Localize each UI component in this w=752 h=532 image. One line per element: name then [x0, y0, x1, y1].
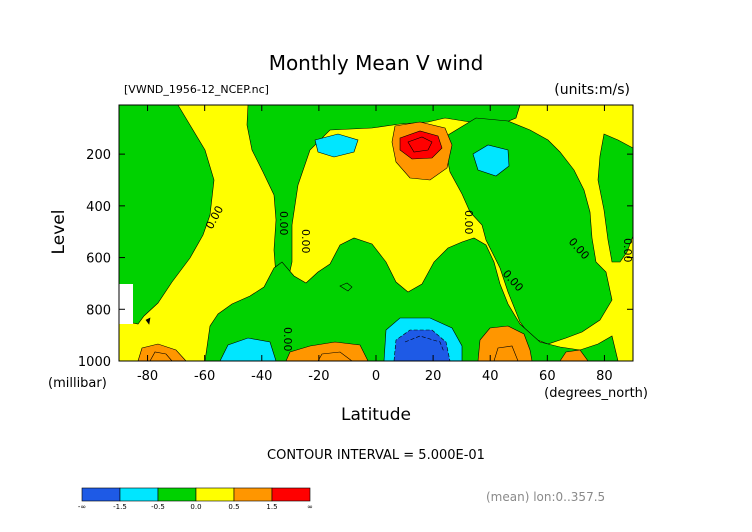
x-axis-label: Latitude [341, 405, 411, 425]
y-tick-label: 800 [86, 303, 111, 318]
region-upper-max-core [399, 130, 443, 160]
colorbar-tick-label: 1.5 [266, 503, 277, 511]
x-tick-label: -40 [251, 369, 272, 384]
contour-line [493, 345, 519, 362]
colorbar-swatch [195, 487, 235, 502]
colorbar-swatch [233, 487, 273, 502]
region-small-green-blob [339, 282, 353, 292]
y-tick-label: 400 [86, 200, 111, 215]
chart-units: (units:m/s) [554, 82, 630, 98]
x-tick-label: 20 [425, 369, 442, 384]
contour-line [317, 351, 353, 362]
footnote: (mean) lon:0..357.5 [486, 490, 605, 504]
x-tick-label: -60 [194, 369, 215, 384]
contour-interval: CONTOUR INTERVAL = 5.000E-01 [267, 448, 485, 463]
x-axis: -80 -60 -40 -20 0 20 40 60 80 [137, 105, 613, 384]
contour-line [404, 335, 445, 353]
x-tick-label: -80 [137, 369, 158, 384]
colorbar-tick-label: 0.0 [190, 503, 201, 511]
colorbar: -∞ -1.5 -0.5 0.0 0.5 1.5 ∞ [78, 487, 313, 511]
colorbar-tick-label: -∞ [78, 503, 86, 511]
colorbar-tick-label: 0.5 [228, 503, 239, 511]
x-tick-label: 60 [539, 369, 556, 384]
y-axis-label: Level [49, 210, 69, 255]
plot-area: 0.00 0.00 0.00 0.00 0.00 0.00 0.00 0.00 [118, 104, 634, 362]
missing-data-gap [119, 284, 133, 324]
contour-label: 0.00 [277, 211, 290, 236]
colorbar-swatch [119, 487, 159, 502]
contour-line [407, 136, 433, 153]
region-upper-nh-min [472, 144, 510, 177]
region-nh-mid-band [445, 117, 613, 345]
contour-label: 0.00 [621, 238, 634, 263]
region-nh-surface-max [477, 325, 533, 362]
chart-title: Monthly Mean V wind [269, 51, 484, 75]
y-tick-label: 600 [86, 252, 111, 267]
contour-line [145, 317, 151, 325]
contour-label: 0.00 [299, 229, 312, 254]
chart-subtitle-left: [VWND_1956-12_NCEP.nc] [124, 83, 269, 96]
y-tick-label: 200 [86, 148, 111, 163]
y-axis-unit: (millibar) [48, 376, 107, 391]
region-upper-sh-min [314, 133, 359, 158]
y-tick-label: 1000 [78, 355, 111, 370]
y-axis: 200 400 600 800 1000 [78, 148, 633, 370]
colorbar-tick-label: -1.5 [113, 503, 127, 511]
x-tick-label: 80 [596, 369, 613, 384]
x-tick-label: -20 [308, 369, 329, 384]
colorbar-tick-label: -0.5 [151, 503, 165, 511]
region-nh-polar-band [597, 133, 634, 263]
contour-line [149, 351, 173, 362]
x-tick-label: 40 [482, 369, 499, 384]
colorbar-swatch [271, 487, 311, 502]
x-axis-unit: (degrees_north) [544, 386, 648, 401]
x-tick-label: 0 [372, 369, 380, 384]
colorbar-swatch [157, 487, 197, 502]
contour-label: 0.00 [462, 210, 475, 235]
contour-label: 0.00 [281, 327, 294, 352]
colorbar-tick-label: ∞ [307, 503, 313, 511]
colorbar-swatch [81, 487, 121, 502]
